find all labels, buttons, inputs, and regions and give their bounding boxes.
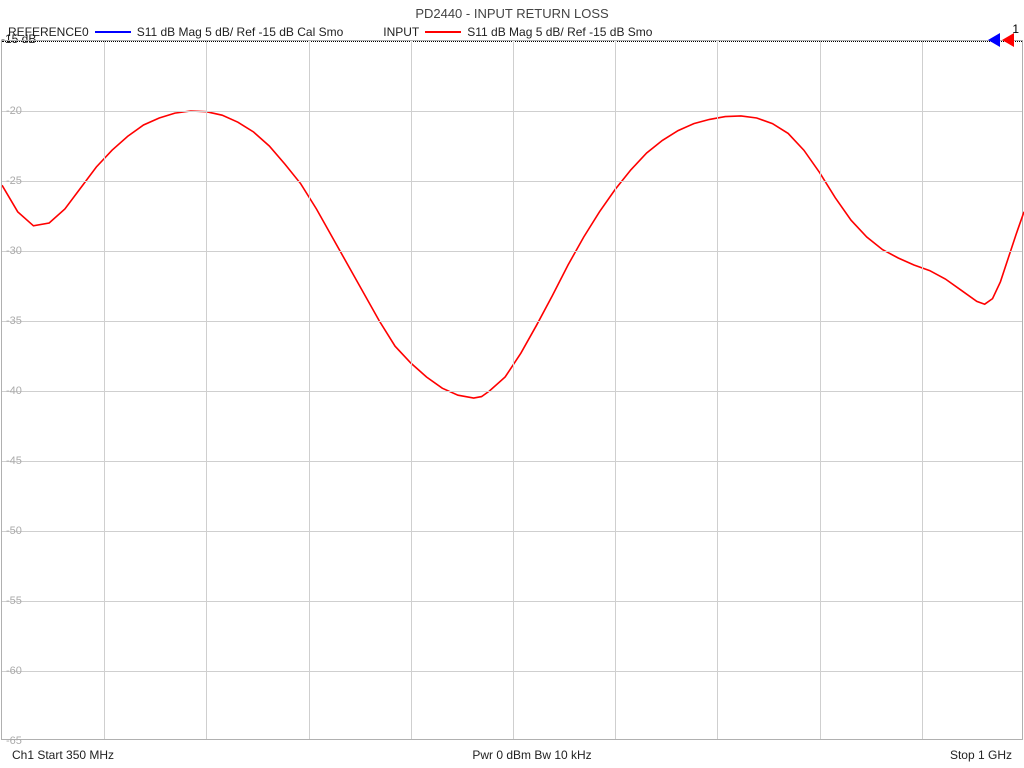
gridline-h <box>2 321 1022 322</box>
gridline-v <box>206 41 207 739</box>
gridline-h <box>2 531 1022 532</box>
ytick-label: -35 <box>6 315 22 327</box>
gridline-v <box>411 41 412 739</box>
footer: Ch1 Start 350 MHz Pwr 0 dBm Bw 10 kHz St… <box>0 748 1024 762</box>
gridline-v <box>104 41 105 739</box>
ytick-label: -60 <box>6 665 22 677</box>
trace2-desc: S11 dB Mag 5 dB/ Ref -15 dB Smo <box>467 25 652 39</box>
gridline-h <box>2 671 1022 672</box>
ytick-label: -55 <box>6 595 22 607</box>
trace1-desc: S11 dB Mag 5 dB/ Ref -15 dB Cal Smo <box>137 25 344 39</box>
gridline-v <box>922 41 923 739</box>
gridline-h <box>2 601 1022 602</box>
footer-stop: Stop 1 GHz <box>950 748 1012 762</box>
gridline-v <box>615 41 616 739</box>
trace2-name: INPUT <box>383 25 419 39</box>
gridline-h <box>2 111 1022 112</box>
ytick-label: -30 <box>6 245 22 257</box>
ytick-label: -45 <box>6 455 22 467</box>
gridline-h <box>2 461 1022 462</box>
trace2-swatch <box>425 31 461 33</box>
marker-input-icon <box>1002 33 1014 47</box>
trace1-swatch <box>95 31 131 33</box>
plot-area: -20-25-30-35-40-45-50-55-60-65 <box>1 40 1023 740</box>
ytick-label: -25 <box>6 175 22 187</box>
footer-start: Ch1 Start 350 MHz <box>12 748 114 762</box>
gridline-v <box>309 41 310 739</box>
gridline-h <box>2 181 1022 182</box>
chart-title: PD2440 - INPUT RETURN LOSS <box>0 0 1024 21</box>
legend-row: REFERENCE0 S11 dB Mag 5 dB/ Ref -15 dB C… <box>0 21 1024 41</box>
gridline-v <box>513 41 514 739</box>
ytick-label: -20 <box>6 105 22 117</box>
ytick-label: -40 <box>6 385 22 397</box>
ytick-label: -65 <box>6 735 22 747</box>
gridline-h <box>2 391 1022 392</box>
footer-power: Pwr 0 dBm Bw 10 kHz <box>114 748 950 762</box>
gridline-h <box>2 251 1022 252</box>
gridline-v <box>717 41 718 739</box>
ytick-label: -50 <box>6 525 22 537</box>
marker-reference-icon <box>988 33 1000 47</box>
gridline-v <box>820 41 821 739</box>
